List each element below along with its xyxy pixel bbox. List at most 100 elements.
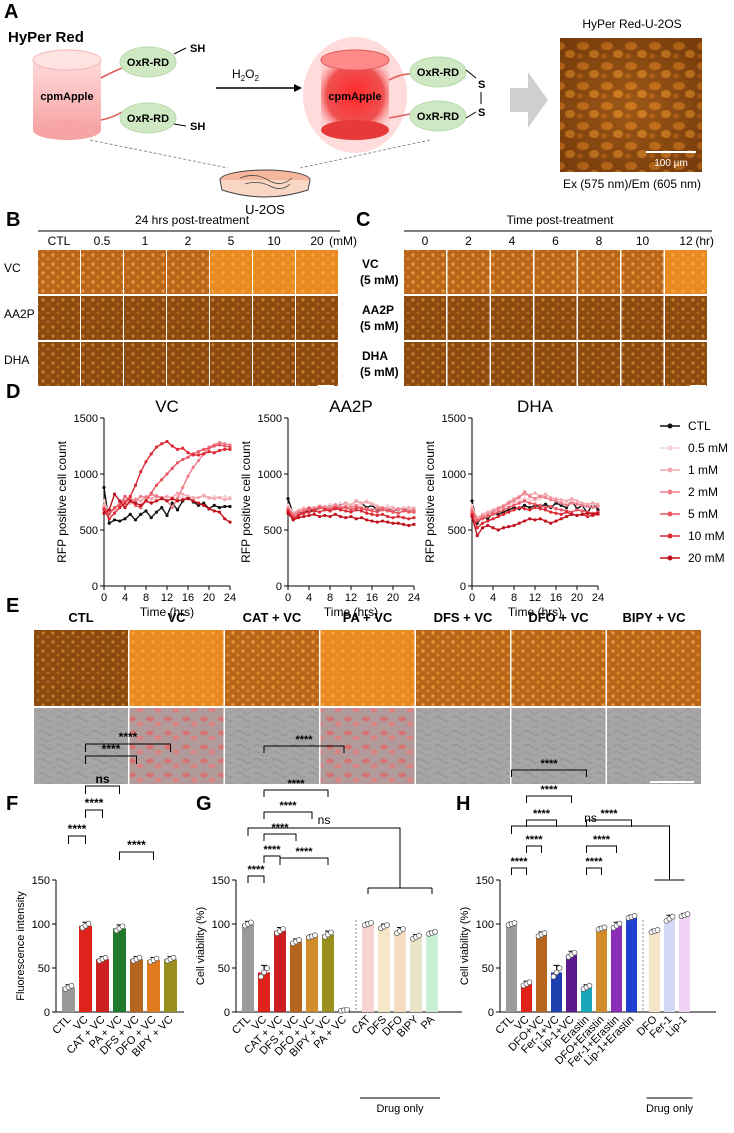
disulfide-bond <box>465 69 477 79</box>
replicate-point <box>541 930 548 936</box>
data-point <box>549 504 553 509</box>
data-point <box>223 444 227 448</box>
data-point <box>533 491 537 495</box>
significance-bracket <box>586 845 617 853</box>
data-point <box>396 514 400 519</box>
line-chart-vc: VC 0 500 1000 1500 0 4 8 12 16 20 24 Time (hrs) RFP p… <box>55 397 236 619</box>
y-tick-label: 1500 <box>258 413 282 425</box>
significance-bracket <box>263 855 281 863</box>
data-point <box>507 503 511 507</box>
b-micrograph-cell <box>253 250 295 294</box>
legend-marker <box>667 445 673 451</box>
data-point <box>202 493 206 497</box>
x-tick-label: 12 <box>529 592 541 604</box>
data-point <box>596 511 600 515</box>
data-point <box>512 501 516 505</box>
replicate-point <box>312 932 318 939</box>
e-fluorescence-image <box>129 630 224 706</box>
data-point <box>196 453 201 457</box>
data-point <box>175 499 180 503</box>
data-point <box>538 503 542 507</box>
data-point <box>170 497 174 501</box>
significance-label: **** <box>510 856 528 868</box>
data-point <box>323 508 327 512</box>
c-micrograph-cell <box>447 342 490 386</box>
data-point <box>585 504 590 509</box>
panel-d: D VC 0 500 1000 1500 0 4 8 12 16 20 24 Time (hrs) RFP… <box>6 381 728 619</box>
data-point <box>123 501 127 505</box>
significance-bracket <box>247 827 401 888</box>
bar <box>566 954 577 1012</box>
data-point <box>154 510 159 514</box>
e-column-label: DFO + VC <box>528 610 589 625</box>
data-point <box>170 506 174 510</box>
h2o2-label: H2O2 <box>232 67 259 83</box>
replicate-point <box>136 954 143 961</box>
b-unit-label: (mM) <box>329 234 357 248</box>
cpmapple-cylinder-left <box>32 49 102 140</box>
y-axis-label: RFP positive cell count <box>239 440 253 563</box>
replicate-point <box>654 927 661 933</box>
bar <box>426 932 438 1012</box>
data-point <box>223 517 227 521</box>
data-point <box>538 497 542 501</box>
oxr-rd-domain-left-bottom <box>119 102 177 134</box>
data-point <box>470 510 474 514</box>
drug-only-label: Drug only <box>646 1103 694 1115</box>
e-column-label: PA + VC <box>343 610 393 625</box>
u2os-label: U-2OS <box>245 202 285 217</box>
data-point <box>585 511 590 515</box>
y-tick-label: 0 <box>44 1007 50 1019</box>
x-tick-label: 12 <box>161 592 173 604</box>
significance-label: **** <box>127 838 146 852</box>
panel-e-letter: E <box>6 595 19 617</box>
linker-right-top <box>388 73 411 81</box>
c-micrograph-cell <box>447 296 490 340</box>
data-point <box>317 506 322 510</box>
data-point <box>480 512 485 516</box>
data-point <box>212 509 216 513</box>
c-column-label: 12 <box>679 234 693 248</box>
data-point <box>470 503 474 507</box>
data-point <box>501 504 506 509</box>
sh-label-bottom: SH <box>190 121 205 133</box>
data-point <box>359 516 364 520</box>
data-point <box>564 503 569 507</box>
data-point <box>543 495 548 500</box>
legend-label: 1 mM <box>688 463 718 477</box>
chart-title: AA2P <box>329 397 372 416</box>
c-micrograph-cell <box>621 250 664 294</box>
x-tick-label: PA <box>419 1013 438 1032</box>
cpmapple-label-right: cpmApple <box>328 91 381 103</box>
data-point <box>359 509 364 513</box>
data-point <box>139 470 143 474</box>
data-point <box>517 506 521 510</box>
e-fluorescence-image <box>416 630 510 706</box>
bar <box>306 936 318 1012</box>
data-point <box>128 499 132 503</box>
data-point <box>302 511 306 515</box>
data-point <box>533 506 537 510</box>
data-point <box>522 499 527 503</box>
data-point <box>139 499 143 503</box>
data-point <box>328 509 332 513</box>
data-point <box>344 501 348 505</box>
replicate-point <box>553 969 560 976</box>
sh-bond-bottom <box>173 123 187 127</box>
c-micrograph-cell <box>621 296 664 340</box>
y-tick-label: 100 <box>476 919 494 931</box>
data-point <box>380 506 385 510</box>
data-point <box>580 509 584 513</box>
data-point <box>354 499 358 503</box>
data-point <box>207 507 211 511</box>
data-point <box>580 503 584 507</box>
data-point <box>570 497 574 501</box>
bar <box>649 931 660 1012</box>
linker-right-bottom <box>388 113 411 119</box>
data-point <box>160 506 164 510</box>
x-tick-label: 20 <box>387 592 399 604</box>
c-micrograph-cell <box>665 342 707 386</box>
c-column-label: 10 <box>636 234 650 248</box>
panel-f-letter: F <box>6 793 18 815</box>
